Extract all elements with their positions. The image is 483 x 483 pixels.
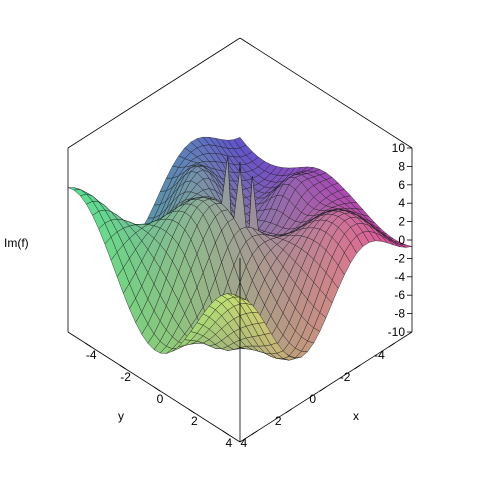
x-tick-label: 2 [191,414,198,428]
y-tick-mark [354,364,361,370]
y-tick-label: 0 [309,392,316,406]
z-tick-label: 2 [398,215,405,229]
z-axis-ticks: 10 8 6 4 2 0 -2 -4 -6 -8 -10 [388,141,412,339]
y-axis-ticks: -4 -2 0 2 4 [241,342,396,450]
z-tick-label: 4 [398,196,405,210]
x-tick-mark [188,408,195,414]
z-tick-label: -10 [388,325,406,339]
z-tick-label: 10 [392,141,406,155]
y-tick-label: -2 [340,370,351,384]
z-axis-title: Im(f) [4,236,29,250]
x-tick-mark [84,342,92,348]
x-axis-ticks: -4 -2 0 2 4 [84,342,232,450]
z-tick-label: -8 [394,307,405,321]
box-edge [239,37,413,149]
y-tick-label: 4 [241,436,248,450]
x-tick-mark [222,430,230,436]
x-tick-mark [153,386,161,392]
x-tick-label: 4 [225,436,232,450]
surface-mesh [67,136,413,361]
x-axis-title: x [353,409,359,423]
y-tick-label: 2 [275,414,282,428]
z-tick-label: 8 [398,159,405,173]
y-axis-title: y [118,409,124,423]
z-tick-label: -6 [394,288,405,302]
y-tick-mark [250,430,258,436]
y-tick-mark [285,408,292,414]
x-tick-label: -4 [86,348,97,362]
x-tick-mark [119,364,126,370]
bounding-box [67,37,413,443]
z-tick-label: -4 [394,270,405,284]
z-tick-label: 6 [398,178,405,192]
x-tick-label: -2 [120,370,131,384]
y-tick-mark [388,342,396,348]
box-edge [67,37,241,149]
y-tick-mark [319,386,327,392]
x-tick-label: 0 [157,392,164,406]
z-tick-label: 0 [398,233,405,247]
z-tick-label: -2 [394,251,405,265]
y-tick-label: -4 [374,348,385,362]
